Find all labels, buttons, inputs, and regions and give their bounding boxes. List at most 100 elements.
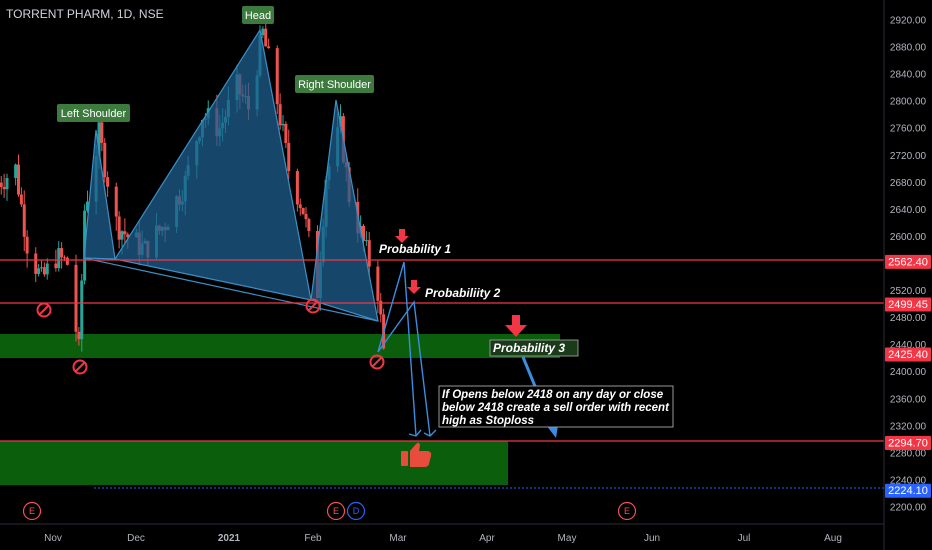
candle <box>261 26 265 39</box>
down-arrow-1 <box>395 229 409 243</box>
stop-marker <box>305 298 321 314</box>
note-line-2: below 2418 create a sell order with rece… <box>442 402 670 414</box>
price-tick-label: 2240.00 <box>890 475 927 486</box>
candle <box>367 231 371 276</box>
candle <box>114 182 118 231</box>
time-tick-label: Nov <box>44 533 62 544</box>
time-tick-label: Mar <box>389 533 407 544</box>
time-tick-label: Jun <box>644 533 660 544</box>
candle <box>281 115 285 132</box>
price-tick-label: 2920.00 <box>890 16 927 27</box>
price-tags: 2562.40 2499.45 2425.40 2294.70 2224.10 <box>885 254 931 498</box>
time-tick-label: Aug <box>824 533 842 544</box>
price-tick-label: 2640.00 <box>890 205 927 216</box>
neckline <box>83 257 379 322</box>
support-zone-lower <box>0 441 508 485</box>
candle <box>304 207 308 228</box>
candle <box>42 262 46 277</box>
probability-2-box: Probabiliity 2 <box>421 284 508 301</box>
projection-path-2 <box>377 300 431 437</box>
time-tick-label: Dec <box>127 533 145 544</box>
projection-path-1 <box>377 261 417 437</box>
price-tag-text: 2499.45 <box>888 299 928 311</box>
candle <box>0 175 3 195</box>
price-tick-label: 2200.00 <box>890 503 927 514</box>
price-tick-label: 2280.00 <box>890 448 927 459</box>
event-marker[interactable]: E <box>617 501 637 521</box>
price-tag: 2425.40 <box>885 347 931 362</box>
event-marker[interactable]: E <box>326 501 346 521</box>
price-tick-label: 2440.00 <box>890 340 927 351</box>
price-tag: 2499.45 <box>885 297 931 312</box>
candle <box>65 256 69 266</box>
candle <box>34 247 38 283</box>
candle <box>74 254 78 342</box>
candle <box>275 45 279 114</box>
arrowhead <box>423 429 437 437</box>
candle <box>60 242 64 269</box>
candle <box>267 38 271 49</box>
down-arrow-3 <box>505 315 527 337</box>
left-shoulder-text: Left Shoulder <box>61 108 127 120</box>
price-tick-label: 2480.00 <box>890 313 927 324</box>
candle <box>301 207 305 215</box>
thumbs-up-icon <box>401 442 432 467</box>
symbol-title[interactable]: TORRENT PHARM, 1D, NSE <box>6 7 164 21</box>
event-marker[interactable]: E <box>22 501 42 521</box>
label-right-shoulder: Right Shoulder <box>295 75 374 93</box>
candle <box>40 260 43 272</box>
candle <box>19 187 23 207</box>
note-line-1: If Opens below 2418 on any day or close <box>442 389 664 401</box>
event-marker[interactable]: D <box>346 501 366 521</box>
price-tick-label: 2600.00 <box>890 232 927 243</box>
candle <box>364 231 368 246</box>
price-tick-label: 2800.00 <box>890 97 927 108</box>
label-head: Head <box>242 6 274 24</box>
time-tick-label: May <box>558 533 577 544</box>
time-tick-label: 2021 <box>218 533 241 544</box>
probability-3-box: Probability 3 <box>489 339 579 357</box>
event-marker-label: E <box>624 506 630 516</box>
note-box: If Opens below 2418 on any day or close … <box>438 385 674 428</box>
support-zone-upper <box>0 334 560 358</box>
candle <box>106 171 110 197</box>
candle <box>2 173 6 198</box>
down-arrow-2 <box>407 280 421 294</box>
price-tick-label: 2680.00 <box>890 178 927 189</box>
price-tick-label: 2720.00 <box>890 151 927 162</box>
candle <box>287 129 291 180</box>
event-marker-label: E <box>29 506 35 516</box>
price-tick-label: 2840.00 <box>890 70 927 81</box>
candle <box>307 217 311 238</box>
event-marker-label: E <box>333 506 339 516</box>
candle <box>22 190 26 252</box>
price-tick-label: 2360.00 <box>890 394 927 405</box>
candle <box>14 163 18 186</box>
candle <box>86 190 89 213</box>
price-tick-label: 2400.00 <box>890 367 927 378</box>
time-tick-label: Jul <box>738 533 751 544</box>
probability-3-label: Probability 3 <box>493 341 565 355</box>
candle <box>17 154 20 197</box>
price-tag-text: 2224.10 <box>888 485 928 497</box>
right-shoulder-shape <box>310 99 379 322</box>
candle <box>80 273 84 352</box>
candle <box>57 241 61 272</box>
time-tick-label: Apr <box>479 533 495 544</box>
candle <box>103 138 107 183</box>
time-axis[interactable]: Nov Dec 2021 Feb Mar Apr May Jun Jul Aug <box>44 533 842 544</box>
candle <box>45 258 49 280</box>
candle <box>278 93 282 130</box>
price-tag: 2224.10 <box>885 483 931 498</box>
candle <box>298 198 302 216</box>
candle <box>37 264 41 277</box>
arrowhead <box>408 429 422 437</box>
candle <box>295 168 299 212</box>
candle <box>5 173 9 201</box>
candle <box>117 211 121 249</box>
stop-marker <box>36 302 52 318</box>
candle <box>54 249 58 272</box>
probability-1-label: Probability 1 <box>379 242 451 256</box>
right-shoulder-text: Right Shoulder <box>298 79 371 91</box>
